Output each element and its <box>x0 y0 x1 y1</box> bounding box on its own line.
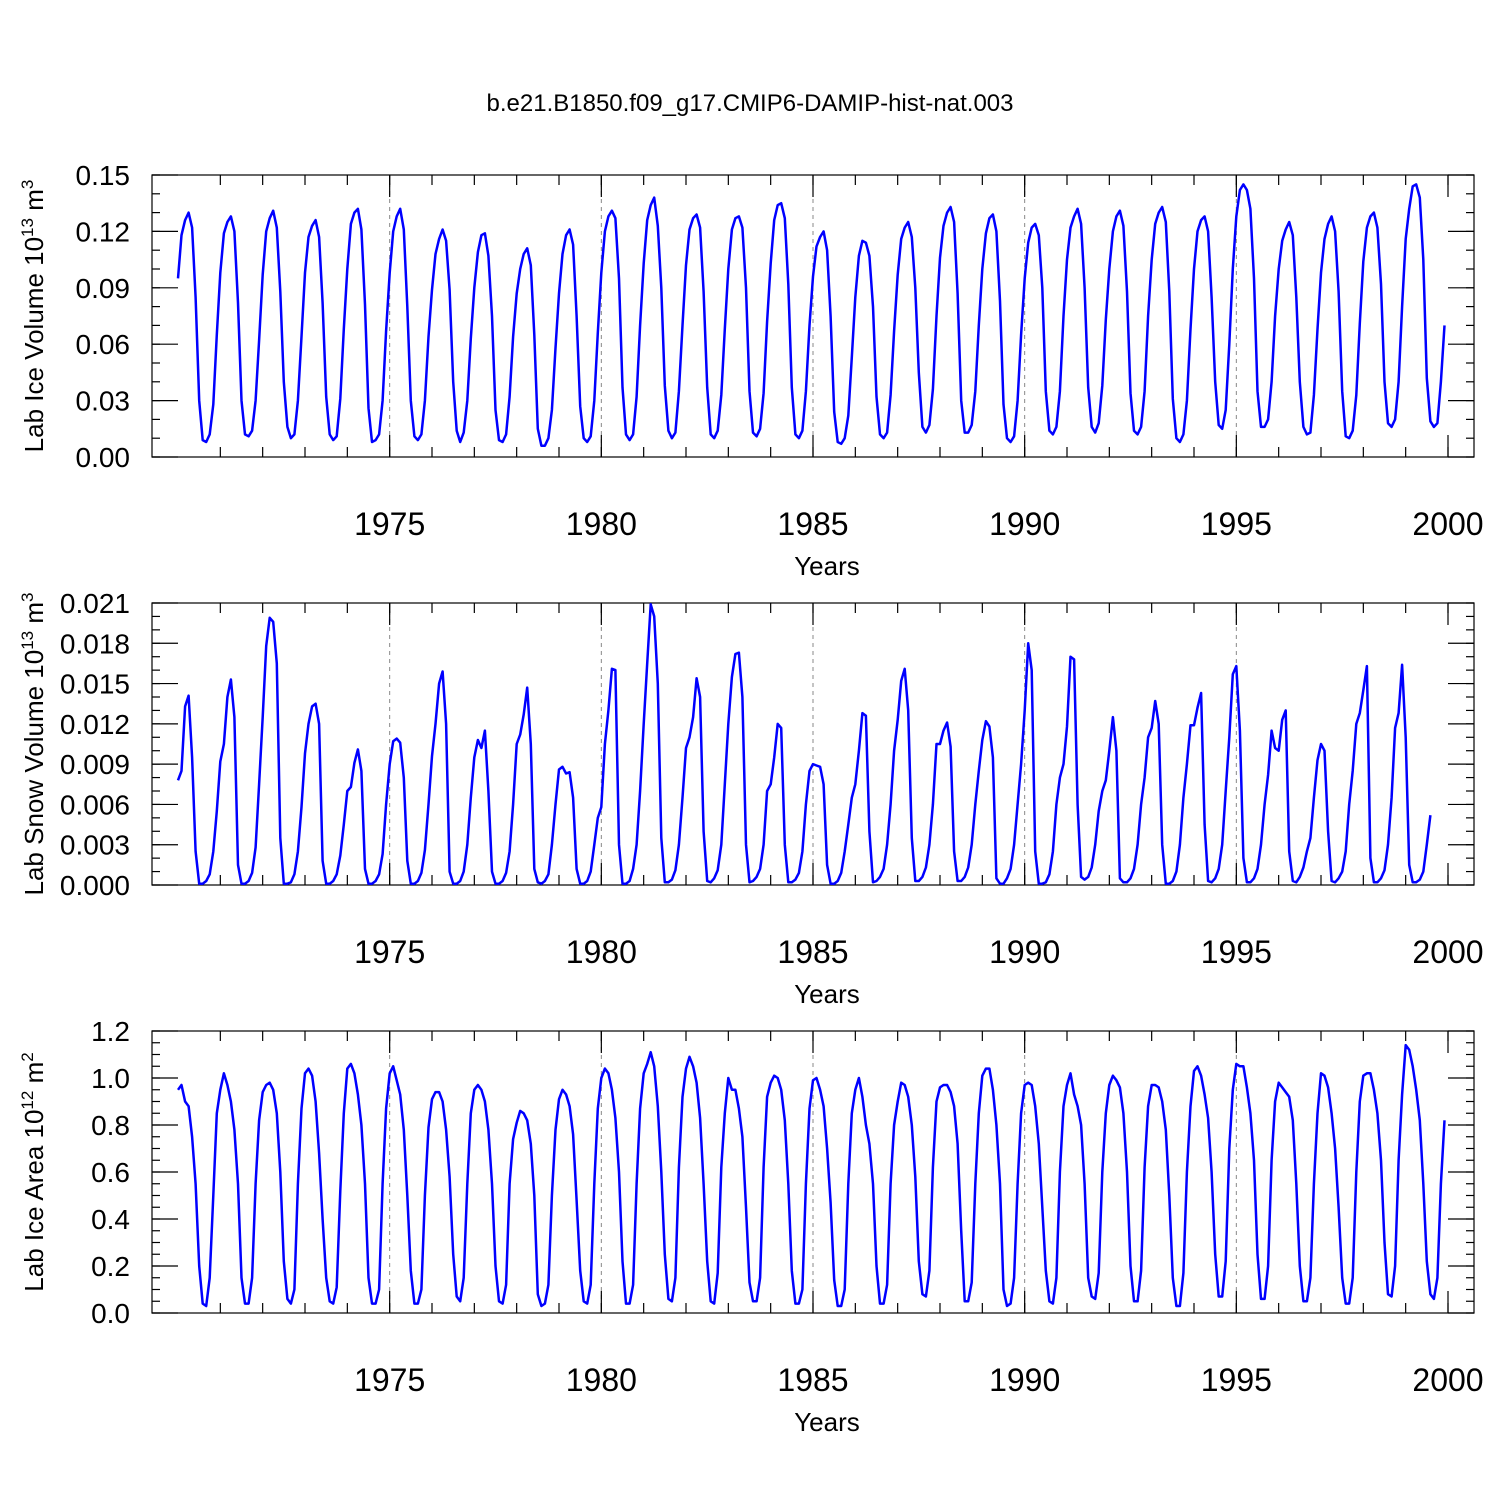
series-line <box>176 1043 1446 1308</box>
x-tick-label: 1990 <box>989 934 1060 970</box>
y-axis-label-main: Lab Ice Area 10 <box>19 1110 49 1292</box>
y-axis-label-main: Lab Snow Volume 10 <box>19 650 49 896</box>
y-axis-label-exponent: 12 <box>18 1091 37 1110</box>
y-axis-label: Lab Snow Volume 1013 m3 <box>18 592 49 895</box>
x-tick-label: 2000 <box>1412 1362 1483 1398</box>
y-axis-label-unit-exponent: 3 <box>18 592 37 601</box>
x-tick-label: 2000 <box>1412 506 1483 542</box>
y-tick-label: 0.6 <box>91 1157 130 1188</box>
y-tick-label: 0.0 <box>91 1298 130 1329</box>
x-tick-label: 1990 <box>989 1362 1060 1398</box>
y-tick-label: 0.003 <box>60 830 130 861</box>
x-tick-label: 1975 <box>354 934 425 970</box>
y-tick-label: 0.03 <box>76 386 131 417</box>
chart-title: b.e21.B1850.f09_g17.CMIP6-DAMIP-hist-nat… <box>487 90 1014 117</box>
x-tick-label: 1985 <box>777 1362 848 1398</box>
x-tick-label: 2000 <box>1412 934 1483 970</box>
y-tick-label: 0.2 <box>91 1251 130 1282</box>
panel-3: 0.0 0.2 0.4 0.6 0.8 1.0 1.2 1975 1980 1985 1990 199… <box>18 1016 1484 1437</box>
x-tick-label: 1980 <box>566 1362 637 1398</box>
x-axis-label: Years <box>794 551 860 581</box>
y-axis-label-unit: m <box>19 1062 49 1091</box>
x-tick-label: 1975 <box>354 506 425 542</box>
y-tick-label: 1.2 <box>91 1016 130 1047</box>
y-axis-label-exponent: 13 <box>18 631 37 650</box>
panel-2: 0.000 0.003 0.006 0.009 0.012 0.015 0.018 0.021… <box>18 588 1484 1009</box>
x-tick-label: 1980 <box>566 934 637 970</box>
x-tick-label: 1990 <box>989 506 1060 542</box>
y-tick-label: 0.12 <box>76 216 131 247</box>
y-tick-label: 0.015 <box>60 669 130 700</box>
y-tick-label: 0.00 <box>76 442 131 473</box>
y-tick-label: 0.09 <box>76 273 131 304</box>
y-axis-label-exponent: 13 <box>18 218 37 237</box>
x-tick-label: 1995 <box>1201 506 1272 542</box>
y-tick-label: 0.018 <box>60 628 130 659</box>
x-axis-label: Years <box>794 1407 860 1437</box>
x-tick-label: 1975 <box>354 1362 425 1398</box>
y-tick-label: 0.15 <box>76 160 131 191</box>
x-tick-label: 1995 <box>1201 1362 1272 1398</box>
y-axis-label-unit-exponent: 3 <box>18 180 37 189</box>
x-tick-label: 1985 <box>777 506 848 542</box>
y-axis-label-main: Lab Ice Volume 10 <box>19 237 49 452</box>
series-line <box>176 183 1446 447</box>
y-tick-label: 0.009 <box>60 749 130 780</box>
x-tick-label: 1980 <box>566 506 637 542</box>
y-tick-label: 0.021 <box>60 588 130 619</box>
y-tick-label: 0.8 <box>91 1110 130 1141</box>
y-tick-label: 0.006 <box>60 789 130 820</box>
y-tick-label: 1.0 <box>91 1063 130 1094</box>
x-axis-label: Years <box>794 979 860 1009</box>
panel-1: 0.00 0.03 0.06 0.09 0.12 0.15 1975 1980 1985 1990… <box>18 160 1484 581</box>
y-axis-label-unit: m <box>19 189 49 218</box>
y-tick-label: 0.012 <box>60 709 130 740</box>
y-tick-label: 0.000 <box>60 870 130 901</box>
x-tick-label: 1985 <box>777 934 848 970</box>
y-tick-label: 0.06 <box>76 329 131 360</box>
y-axis-label-unit-exponent: 2 <box>18 1052 37 1061</box>
y-axis-label: Lab Ice Volume 1013 m3 <box>18 180 49 453</box>
y-axis-label-unit: m <box>19 602 49 631</box>
series-line <box>176 603 1432 885</box>
y-axis-label: Lab Ice Area 1012 m2 <box>18 1052 49 1291</box>
y-tick-label: 0.4 <box>91 1204 130 1235</box>
x-tick-label: 1995 <box>1201 934 1272 970</box>
